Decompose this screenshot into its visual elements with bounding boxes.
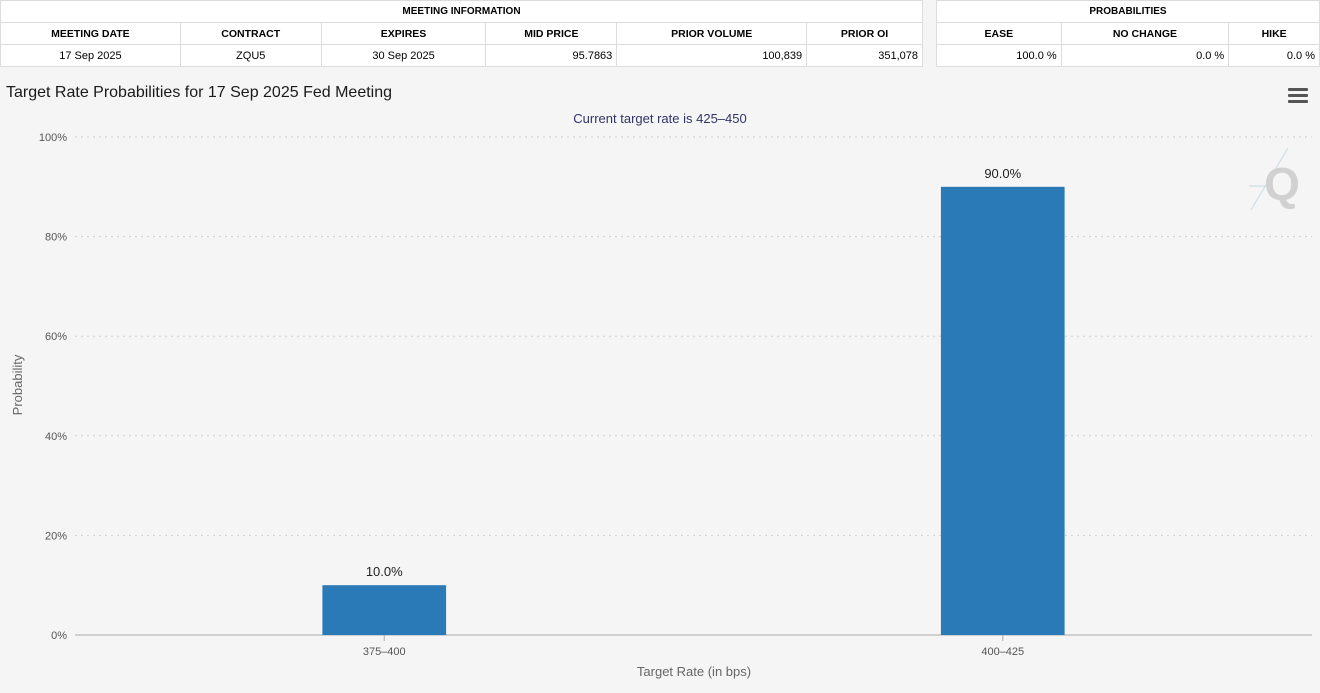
col-header-contract: CONTRACT <box>179 22 322 45</box>
cell-no-change: 0.0 % <box>1060 44 1230 67</box>
meeting-information-header: MEETING INFORMATION <box>0 0 923 23</box>
cell-contract: ZQU5 <box>179 44 322 67</box>
y-tick-label: 0% <box>51 630 67 642</box>
col-header-no-change: NO CHANGE <box>1060 22 1230 45</box>
chart-subtitle: Current target rate is 425–450 <box>573 111 746 126</box>
col-header-prior-oi: PRIOR OI <box>806 22 923 45</box>
y-tick-label: 40% <box>45 431 67 443</box>
svg-text:Q: Q <box>1264 158 1300 210</box>
col-header-expires: EXPIRES <box>320 22 487 45</box>
chart-grid <box>75 136 1312 536</box>
y-tick-label: 20% <box>45 530 67 542</box>
hamburger-menu-icon[interactable] <box>1288 88 1308 104</box>
bar-data-label: 90.0% <box>984 166 1021 181</box>
probabilities-table: PROBABILITIES EASE NO CHANGE HIKE 100.0 … <box>936 0 1320 67</box>
cell-meeting-date: 17 Sep 2025 <box>0 44 181 67</box>
cell-mid-price: 95.7863 <box>485 44 618 67</box>
cell-hike: 0.0 % <box>1228 44 1320 67</box>
bar-chart: Current target rate is 425–450 0% 20% 40% 6… <box>10 111 1312 679</box>
cell-prior-oi: 351,078 <box>806 44 923 67</box>
x-tick-label: 375–400 <box>363 646 406 658</box>
probabilities-header: PROBABILITIES <box>936 0 1320 23</box>
col-header-prior-volume: PRIOR VOLUME <box>616 22 808 45</box>
y-tick-label: 60% <box>45 331 67 343</box>
y-axis-title: Probability <box>10 354 25 415</box>
bar[interactable] <box>322 585 447 635</box>
bars: 10.0% 90.0% <box>322 166 1065 636</box>
col-header-meeting-date: MEETING DATE <box>0 22 181 45</box>
cell-expires: 30 Sep 2025 <box>320 44 487 67</box>
q-logo-icon: Q <box>1249 147 1300 211</box>
col-header-hike: HIKE <box>1228 22 1320 45</box>
y-axis-ticks: 0% 20% 40% 60% 80% 100% <box>39 132 67 642</box>
x-tick-label: 400–425 <box>981 646 1024 658</box>
y-tick-label: 80% <box>45 232 67 244</box>
x-axis-ticks: 375–400 400–425 <box>363 635 1024 658</box>
bar-data-label: 10.0% <box>366 564 403 579</box>
cell-prior-volume: 100,839 <box>616 44 808 67</box>
chart-title: Target Rate Probabilities for 17 Sep 202… <box>6 84 393 101</box>
y-tick-label: 100% <box>39 132 67 144</box>
col-header-ease: EASE <box>936 22 1062 45</box>
bar[interactable] <box>940 186 1065 636</box>
cell-ease: 100.0 % <box>936 44 1062 67</box>
meeting-information-table: MEETING INFORMATION MEETING DATE CONTRAC… <box>0 0 923 67</box>
x-axis-title: Target Rate (in bps) <box>637 664 751 679</box>
col-header-mid-price: MID PRICE <box>485 22 618 45</box>
